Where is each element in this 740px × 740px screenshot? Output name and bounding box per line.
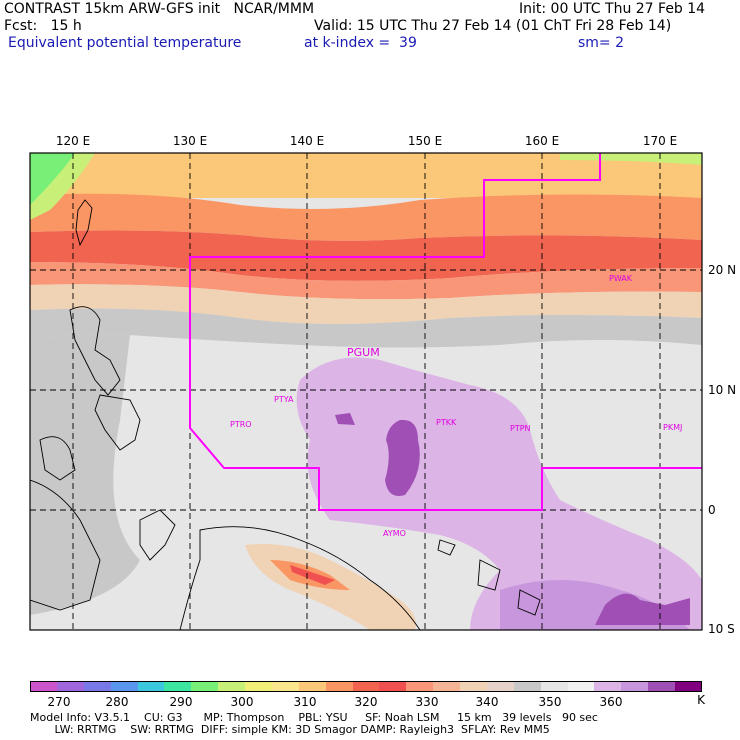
colorbar-tick-300: 300 xyxy=(230,695,254,709)
lat-label-equator: 0 xyxy=(708,503,716,517)
lon-label-140e: 140 E xyxy=(289,134,325,148)
station-ptro: PTRO xyxy=(230,420,252,429)
level-index: at k-index = 39 xyxy=(304,35,417,51)
theta-e-map: PGUM PTYA PTRO PTKK PTPN PKMJ PWAK AYMO xyxy=(29,152,703,631)
lat-label-20n: 20 N xyxy=(708,263,737,277)
colorbar-swatch xyxy=(110,681,138,692)
colorbar-tick-330: 330 xyxy=(415,695,439,709)
colorbar-swatch xyxy=(218,681,246,692)
colorbar-swatch xyxy=(164,681,192,692)
lat-label-10n: 10 N xyxy=(708,383,737,397)
header-valid: Valid: 15 UTC Thu 27 Feb 14 (01 ChT Fri … xyxy=(314,18,672,34)
colorbar-swatch xyxy=(460,681,488,692)
station-aymo: AYMO xyxy=(383,529,406,538)
colorbar-tick-340: 340 xyxy=(475,695,499,709)
colorbar-tick-320: 320 xyxy=(354,695,378,709)
lon-label-170e: 170 E xyxy=(642,134,678,148)
colorbar-swatch xyxy=(379,681,407,692)
colorbar-swatch xyxy=(513,681,542,692)
colorbar-swatch xyxy=(594,681,622,692)
station-labels: PGUM PTYA PTRO PTKK PTPN PKMJ PWAK AYMO xyxy=(230,274,682,538)
header-init: Init: 00 UTC Thu 27 Feb 14 xyxy=(519,1,706,17)
colorbar-tick-270: 270 xyxy=(47,695,71,709)
colorbar-swatch xyxy=(191,681,219,692)
colorbar-swatch xyxy=(567,681,595,692)
colorbar-unit: K xyxy=(697,693,705,707)
header-title: CONTRAST 15km ARW-GFS init NCAR/MMM xyxy=(4,1,315,17)
station-pwak: PWAK xyxy=(609,274,633,283)
colorbar-swatch xyxy=(621,681,649,692)
smoothing: sm= 2 xyxy=(578,35,625,51)
station-ptya: PTYA xyxy=(274,395,294,404)
colorbar-tick-310: 310 xyxy=(293,695,317,709)
lon-label-160e: 160 E xyxy=(524,134,560,148)
model-info-line2: LW: RRTMG SW: RRTMG DIFF: simple KM: 3D … xyxy=(30,723,550,736)
header-forecast: Fcst: 15 h xyxy=(4,18,82,34)
domain-boundary xyxy=(189,153,702,511)
colorbar-swatch xyxy=(298,681,327,692)
colorbar-tick-290: 290 xyxy=(169,695,193,709)
colorbar-swatch xyxy=(675,681,703,692)
colorbar-tick-360: 360 xyxy=(599,695,623,709)
colorbar-swatch xyxy=(30,681,58,692)
colorbar-tick-280: 280 xyxy=(105,695,129,709)
lat-label-10s: 10 S xyxy=(708,622,735,636)
colorbar-swatch xyxy=(486,681,515,692)
colorbar-swatch xyxy=(433,681,461,692)
station-pgum: PGUM xyxy=(347,346,380,359)
field-name: Equivalent potential temperature xyxy=(8,35,242,51)
colorbar-swatch xyxy=(271,681,300,692)
colorbar-swatch xyxy=(648,681,676,692)
lon-label-120e: 120 E xyxy=(55,134,91,148)
colorbar-swatch xyxy=(56,681,85,692)
shaded-field xyxy=(30,153,702,630)
colorbar-swatch xyxy=(245,681,273,692)
colorbar-swatch xyxy=(83,681,112,692)
colorbar-frame xyxy=(30,681,702,692)
model-info-line1: Model Info: V3.5.1 CU: G3 MP: Thompson P… xyxy=(30,711,598,724)
lon-label-150e: 150 E xyxy=(407,134,443,148)
station-ptpn: PTPN xyxy=(510,424,531,433)
lon-label-130e: 130 E xyxy=(172,134,208,148)
colorbar-swatch xyxy=(406,681,434,692)
colorbar-swatch xyxy=(540,681,569,692)
station-pkmj: PKMJ xyxy=(663,423,682,432)
colorbar-swatch xyxy=(137,681,165,692)
colorbar-tick-350: 350 xyxy=(538,695,562,709)
colorbar-swatch xyxy=(325,681,354,692)
colorbar-swatch xyxy=(352,681,380,692)
station-ptkk: PTKK xyxy=(436,418,457,427)
map-frame xyxy=(29,152,703,631)
